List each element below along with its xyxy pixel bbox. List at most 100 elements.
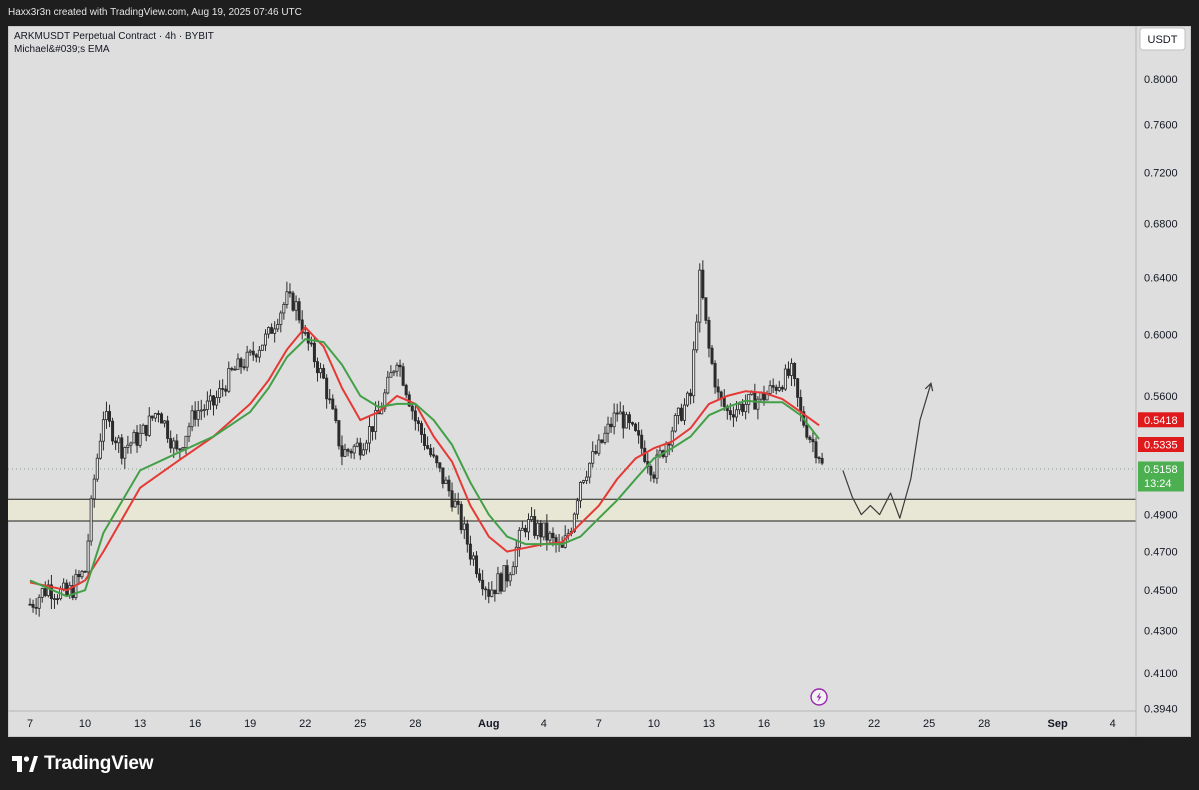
price-badge-label: 0.5335 <box>1144 440 1178 452</box>
candle-body <box>108 411 112 422</box>
candle <box>462 516 466 539</box>
candle <box>591 441 595 468</box>
candle <box>358 437 362 460</box>
candle-body <box>49 584 53 600</box>
candle-body <box>111 420 115 442</box>
candle <box>43 581 47 598</box>
candle <box>716 378 720 400</box>
candle-body <box>413 410 417 422</box>
candle <box>95 453 99 482</box>
price-chart[interactable]: USDT 0.8000 0.7600 0.7200 0.6800 0.6400 0.6000… <box>8 26 1191 737</box>
candle <box>65 579 69 597</box>
candle-body <box>43 588 47 596</box>
candle-body <box>150 415 154 419</box>
price-badge: 0.5418 <box>1138 412 1184 428</box>
candle-body <box>224 388 228 392</box>
candle <box>92 474 96 508</box>
candle-body <box>588 462 592 478</box>
candle <box>150 415 154 421</box>
candle <box>765 390 769 401</box>
candle-body <box>423 434 427 446</box>
candle <box>542 522 546 541</box>
candle <box>435 454 439 468</box>
candle-body <box>771 385 775 388</box>
chart-credit-text: Haxx3r3n created with TradingView.com, A… <box>8 7 302 18</box>
candle-body <box>132 432 136 444</box>
candle-body <box>371 426 375 432</box>
candle <box>257 346 261 363</box>
candle-body <box>539 522 543 538</box>
candle-body <box>196 410 200 420</box>
candle-body <box>468 543 472 560</box>
candle <box>309 336 313 347</box>
candle-body <box>523 527 527 533</box>
candle-body <box>768 385 772 394</box>
candle-body <box>138 432 142 446</box>
chart-frame[interactable] <box>8 26 1191 737</box>
candle-body <box>236 358 240 370</box>
candle <box>294 295 298 321</box>
candle-body <box>780 386 784 390</box>
candle-body <box>692 349 696 397</box>
candle <box>236 353 240 370</box>
symbol-title[interactable]: ARKMUSDT Perpetual Contract · 4h · BYBIT <box>14 31 214 42</box>
candle <box>239 356 243 374</box>
candle-body <box>276 324 280 330</box>
price-badge-box <box>1138 412 1184 428</box>
candle-body <box>496 573 500 595</box>
y-tick-label: 0.4100 <box>1144 668 1178 680</box>
indicator-title[interactable]: Michael&#039;s EMA <box>14 44 110 55</box>
candle-body <box>722 397 726 407</box>
candle <box>423 427 427 451</box>
candle-body <box>689 392 693 397</box>
candle <box>260 344 264 351</box>
candle <box>756 396 760 420</box>
ema-lines <box>29 326 820 598</box>
candle <box>413 405 417 431</box>
candle <box>31 599 35 613</box>
candle-body <box>447 479 451 492</box>
candle <box>796 378 800 407</box>
candle-body <box>270 327 274 334</box>
candle <box>126 435 130 454</box>
candle-body <box>817 457 821 460</box>
candle <box>202 404 206 418</box>
candle <box>367 416 371 453</box>
candle-body <box>441 467 445 484</box>
candle <box>352 443 356 460</box>
candle <box>481 569 485 596</box>
footer-bar <box>0 738 1199 790</box>
candle-body <box>34 606 38 609</box>
candle <box>175 434 179 452</box>
candle <box>138 424 142 448</box>
candle-body <box>744 404 748 412</box>
candle <box>40 587 44 603</box>
candle-body <box>475 555 479 575</box>
candle-body <box>796 378 800 398</box>
candle <box>514 539 518 575</box>
candle <box>499 571 503 595</box>
candle <box>520 520 524 531</box>
candle <box>539 519 543 547</box>
candle <box>227 361 231 393</box>
candle-body <box>227 368 231 392</box>
candle <box>34 598 38 615</box>
candle-body <box>419 423 423 435</box>
candle <box>123 446 127 469</box>
candle-body <box>600 439 604 443</box>
tradingview-brand[interactable]: TradingView <box>12 752 154 776</box>
support-zone <box>8 498 1136 522</box>
candle <box>56 594 60 605</box>
candle-body <box>585 476 589 481</box>
candle <box>273 321 277 343</box>
candle-body <box>704 297 708 321</box>
candle-body <box>193 410 197 420</box>
candle <box>774 384 778 395</box>
y-tick-label: 0.4300 <box>1144 626 1178 638</box>
candle <box>386 370 390 395</box>
y-tick-label: 0.6800 <box>1144 218 1178 230</box>
candle-body <box>358 442 362 456</box>
candle-body <box>814 441 818 459</box>
candle <box>783 364 787 391</box>
candle-body <box>456 500 460 505</box>
